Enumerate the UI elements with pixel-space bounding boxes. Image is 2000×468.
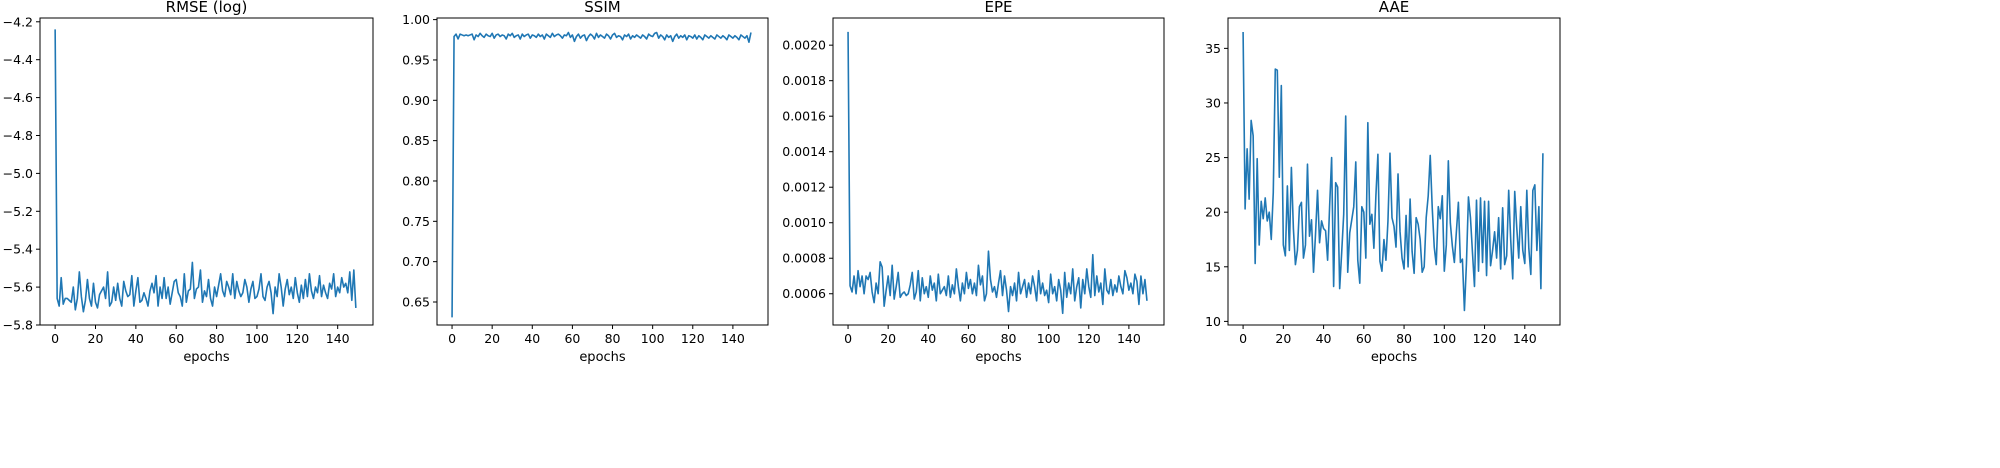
axes-frame [1227,17,1561,326]
panel-title: SSIM [584,0,620,16]
x-tick-label: 40 [128,331,144,346]
y-tick-label: −5.4 [3,242,33,257]
y-tick-label: −5.2 [3,204,33,219]
panel-title: EPE [984,0,1012,16]
y-tick-label: 15 [1205,259,1221,274]
x-axis-label: epochs [975,350,1022,365]
x-axis-label: epochs [1371,350,1418,365]
y-tick-label: 0.90 [402,93,430,108]
y-tick-label: −4.2 [3,14,33,29]
x-tick-label: 20 [1275,331,1291,346]
x-tick-label: 80 [209,331,225,346]
y-tick-label: 0.65 [402,295,430,310]
x-tick-label: 60 [960,331,976,346]
plot-marks: 0 20 40 60 80 100 120 140 0.65 0.70 0.75 0.80 0.85 0.… [402,12,752,346]
subplot-ssim: SSIM epochs 0 20 40 60 80 100 120 140 0.65 0.70 0.… [402,0,769,365]
y-tick-label: 0.0006 [782,286,826,301]
x-tick-label: 140 [1117,331,1141,346]
y-tick-label: 35 [1205,41,1221,56]
plot-marks: 0 20 40 60 80 100 120 140 −5.8 −5.6 −5.4 −5.2 −5.0 −4… [3,14,357,346]
x-tick-label: 0 [448,331,456,346]
x-tick-label: 20 [880,331,896,346]
y-tick-label: −5.8 [3,318,33,333]
y-tick-label: 0.95 [402,52,430,67]
x-tick-label: 0 [844,331,852,346]
y-tick-label: 0.70 [402,254,430,269]
y-tick-label: −4.6 [3,90,33,105]
x-axis-label: epochs [183,350,230,365]
x-tick-label: 60 [168,331,184,346]
x-tick-label: 120 [285,331,309,346]
x-tick-label: 120 [1473,331,1497,346]
x-tick-label: 60 [564,331,580,346]
x-tick-label: 140 [326,331,350,346]
subplot-aae: AAE epochs 0 20 40 60 80 100 120 140 10 15 20 25 30 3… [1205,0,1561,365]
axes-frame [436,17,769,326]
y-tick-label: 1.00 [402,12,430,27]
subplot-rmse: RMSE (log) epochs 0 20 40 60 80 100 120 140 −5.8… [3,0,374,365]
x-tick-label: 100 [245,331,269,346]
axes-frame [39,17,374,326]
y-tick-label: 0.80 [402,173,430,188]
y-tick-label: 0.0018 [782,73,826,88]
plot-marks: 0 20 40 60 80 100 120 140 10 15 20 25 30 35 [1205,31,1544,346]
y-tick-label: 0.0014 [782,144,826,159]
series-line [451,31,752,318]
y-tick-label: −5.6 [3,280,33,295]
x-tick-label: 40 [920,331,936,346]
panel-title: AAE [1379,0,1409,16]
x-tick-label: 40 [524,331,540,346]
x-tick-label: 100 [641,331,665,346]
plot-marks: 0 20 40 60 80 100 120 140 0.0006 0.0008 0.0010 0.00… [782,31,1148,346]
y-tick-label: 0.0016 [782,109,826,124]
y-tick-label: −5.0 [3,166,33,181]
x-tick-label: 0 [1239,331,1247,346]
x-tick-label: 80 [1396,331,1412,346]
x-tick-label: 140 [1513,331,1537,346]
series-line [847,31,1148,315]
panel-title: RMSE (log) [166,0,248,16]
x-tick-label: 0 [51,331,59,346]
x-tick-label: 60 [1356,331,1372,346]
x-tick-label: 140 [721,331,745,346]
y-tick-label: 20 [1205,205,1221,220]
y-tick-label: 0.0020 [782,38,826,53]
series-line [54,29,357,315]
axes-frame [832,17,1165,326]
y-tick-label: 25 [1205,150,1221,165]
x-tick-label: 80 [605,331,621,346]
y-tick-label: 30 [1205,95,1221,110]
y-tick-label: 10 [1205,314,1221,329]
x-tick-label: 100 [1432,331,1456,346]
y-tick-label: 0.75 [402,214,430,229]
x-tick-label: 80 [1001,331,1017,346]
x-tick-label: 20 [484,331,500,346]
x-axis-label: epochs [579,350,626,365]
x-tick-label: 120 [1077,331,1101,346]
y-tick-label: −4.4 [3,52,33,67]
y-tick-label: −4.8 [3,128,33,143]
y-tick-label: 0.85 [402,133,430,148]
x-tick-label: 100 [1037,331,1061,346]
x-tick-label: 120 [681,331,705,346]
y-tick-label: 0.0012 [782,180,826,195]
series-line [1242,31,1544,312]
y-tick-label: 0.0010 [782,215,826,230]
subplot-epe: EPE epochs 0 20 40 60 80 100 120 140 0.0006 0.000… [782,0,1165,365]
y-tick-label: 0.0008 [782,251,826,266]
x-tick-label: 40 [1316,331,1332,346]
x-tick-label: 20 [88,331,104,346]
